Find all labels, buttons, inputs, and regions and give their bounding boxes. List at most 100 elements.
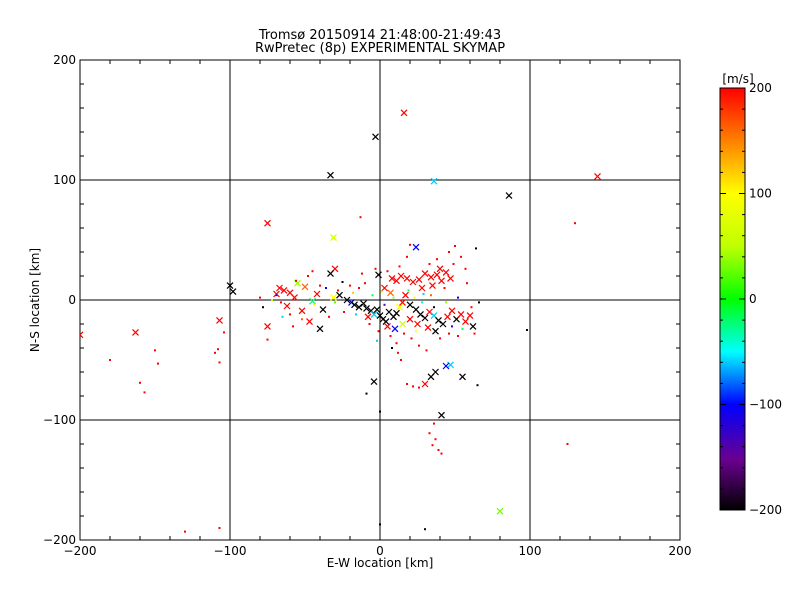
data-point-cross (375, 271, 382, 279)
data-point-cross (327, 270, 334, 278)
data-point-cross (264, 322, 271, 330)
data-point-cross (80, 331, 84, 339)
data-point-cross (406, 301, 414, 309)
data-point-cross (433, 271, 441, 279)
data-point-cross (430, 177, 438, 185)
data-point-dot (371, 294, 374, 297)
data-point-cross (469, 322, 477, 330)
x-tick-label: 200 (669, 544, 692, 558)
data-point-dot (436, 258, 438, 261)
data-point-cross (387, 289, 394, 297)
data-point-dot (280, 301, 282, 304)
data-point-cross (432, 327, 439, 335)
data-point-dot (364, 282, 366, 285)
data-point-dot (334, 301, 336, 304)
data-point-cross (309, 297, 316, 305)
data-point-dot (415, 330, 417, 333)
data-point-cross (396, 303, 403, 311)
data-point-cross (216, 316, 223, 324)
data-point-dot (437, 449, 440, 451)
y-tick-label: 100 (53, 173, 76, 187)
data-point-cross (382, 318, 390, 326)
x-tick-labels: −200 −100 0 100 200 (64, 544, 692, 558)
data-point-dot (365, 392, 368, 395)
data-point-cross (442, 268, 450, 276)
data-point-dot (413, 296, 416, 299)
colorbar-tick-label: −100 (749, 398, 782, 412)
data-point-cross (417, 310, 424, 318)
data-point-cross (343, 296, 351, 304)
data-point-cross (594, 172, 601, 180)
data-point-dot (400, 359, 402, 361)
data-point-dot (218, 527, 221, 529)
colorbar-tick-label: 200 (749, 81, 772, 95)
data-point-dot (407, 289, 410, 292)
data-point-cross (391, 325, 399, 333)
data-point-cross (132, 328, 139, 336)
data-point-cross (429, 282, 436, 290)
data-point-dot (328, 315, 330, 318)
data-point-cross (313, 290, 321, 298)
data-point-cross (426, 308, 433, 316)
data-point-dot (454, 245, 456, 247)
data-point-dot (217, 348, 219, 351)
data-point-dot (379, 523, 381, 526)
data-point-dot (395, 342, 398, 345)
data-point-dot (355, 313, 357, 316)
data-point-dot (223, 331, 225, 334)
data-point-dot (154, 349, 156, 352)
data-point-cross (399, 320, 406, 328)
data-point-cross (364, 313, 372, 321)
data-point-dot (457, 296, 459, 299)
data-point-cross (427, 373, 435, 381)
data-point-cross (444, 313, 451, 321)
data-point-dot (452, 263, 455, 265)
data-point-dot (418, 386, 420, 389)
data-point-dot (301, 318, 303, 321)
data-point-cross (384, 322, 391, 330)
data-point-cross (466, 312, 474, 320)
data-point-dot (295, 279, 297, 282)
data-point-dot (281, 315, 284, 318)
data-point-dot (389, 335, 392, 337)
data-point-cross (414, 320, 421, 328)
data-point-dot (386, 270, 389, 273)
y-axis-label: N-S location [km] (28, 248, 42, 352)
colorbar-tick-labels: −200 −100 0 100 200 (749, 81, 782, 517)
data-point-cross (406, 315, 414, 323)
colorbar-tick-label: 100 (749, 187, 772, 201)
data-point-dot (352, 291, 354, 294)
data-point-dot (434, 438, 437, 441)
colorbar-label: [m/s] (722, 72, 753, 86)
data-point-cross (363, 304, 370, 312)
data-point-cross (442, 362, 450, 370)
data-point-dot (337, 289, 339, 292)
data-point-cross (373, 306, 381, 314)
data-point-dot (424, 528, 426, 531)
data-point-cross (355, 303, 363, 311)
data-point-dot (443, 287, 446, 289)
data-point-cross (427, 273, 435, 281)
data-point-dot (368, 323, 371, 325)
data-point-dot (464, 267, 467, 270)
data-point-dot (409, 243, 411, 246)
data-point-dot (358, 287, 360, 289)
data-point-dot (376, 339, 378, 342)
data-point-cross (418, 284, 426, 292)
data-point-cross (301, 283, 309, 291)
grid-lines (80, 60, 680, 540)
data-point-dot (359, 216, 362, 219)
chart-title-line2: RwPretec (8p) EXPERIMENTAL SKYMAP (255, 41, 505, 56)
data-point-dot (319, 284, 321, 287)
data-point-dot (445, 301, 447, 304)
data-point-dot (476, 384, 479, 387)
data-point-cross (435, 316, 442, 324)
data-point-dot (398, 265, 401, 268)
data-points (80, 109, 601, 533)
data-point-dot (403, 332, 405, 335)
data-point-dot (430, 294, 432, 297)
y-tick-label: 0 (68, 293, 76, 307)
data-point-cross (298, 307, 306, 315)
data-point-dot (361, 272, 363, 275)
data-point-dot (259, 296, 261, 299)
